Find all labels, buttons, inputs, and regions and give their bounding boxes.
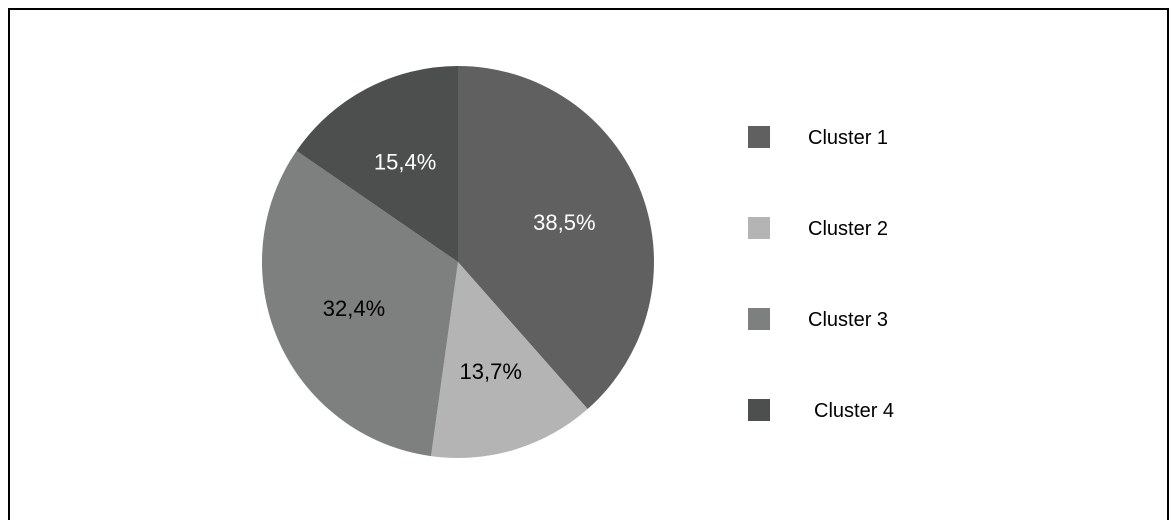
pie-slice-label-1: 38,5% bbox=[533, 210, 595, 235]
legend-swatch-2 bbox=[748, 217, 770, 239]
legend-label-2: Cluster 2 bbox=[808, 218, 888, 240]
legend-swatch-1 bbox=[748, 126, 770, 148]
pie-slice-1 bbox=[458, 66, 654, 410]
pie-slices bbox=[261, 66, 654, 458]
legend-label-1: Cluster 1 bbox=[808, 127, 888, 149]
pie-slice-labels: 38,5% 13,7% 32,4% 15,4% bbox=[323, 149, 596, 383]
pie-slice-label-3: 32,4% bbox=[323, 296, 385, 321]
legend-swatch-3 bbox=[748, 308, 770, 330]
chart-frame bbox=[8, 8, 1169, 520]
pie-slice-label-2: 13,7% bbox=[460, 359, 522, 384]
legend-label-4: Cluster 4 bbox=[814, 400, 894, 422]
pie-slice-label-4: 15,4% bbox=[374, 149, 436, 174]
pie-slice-2 bbox=[430, 262, 588, 458]
pie-slice-4 bbox=[296, 66, 458, 262]
legend: Cluster 1 Cluster 2 Cluster 3 Cluster 4 bbox=[748, 126, 894, 422]
legend-label-3: Cluster 3 bbox=[808, 309, 888, 331]
pie-slice-3 bbox=[261, 150, 458, 457]
legend-swatch-4 bbox=[748, 399, 770, 421]
